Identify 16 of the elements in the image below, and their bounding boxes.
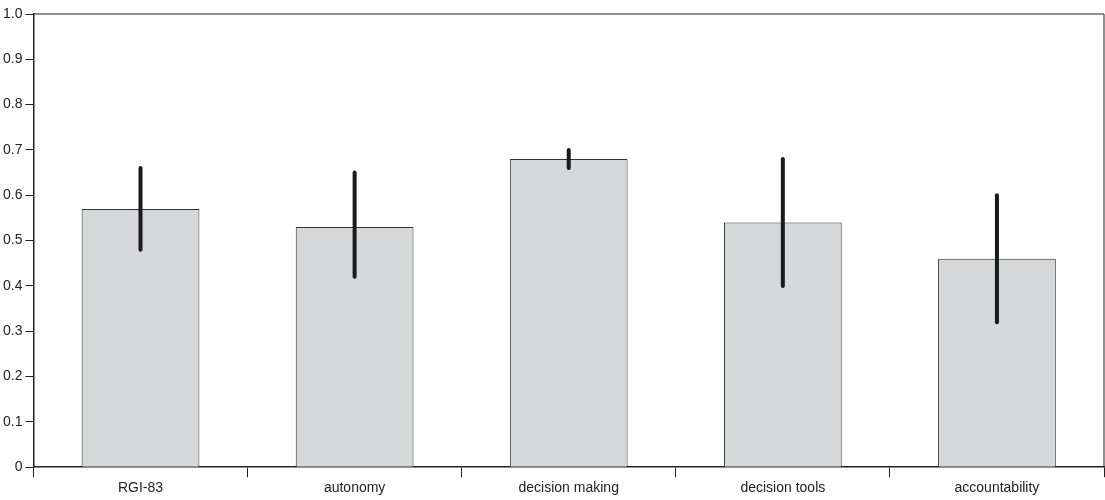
y-tick-label: 0.6 [2,186,23,203]
y-tick-label: 0.9 [2,50,23,67]
x-tick-label: decision making [518,479,619,496]
x-tick-label: decision tools [740,479,826,496]
y-tick-label: 0.7 [2,140,23,157]
x-tick-label: autonomy [323,479,386,496]
x-tick-label: accountability [954,479,1040,496]
y-tick-label: 1.0 [2,4,23,21]
y-tick-label: 0.3 [2,322,23,339]
y-tick-label: 0.8 [2,95,23,112]
y-tick-label: 0.2 [2,367,23,384]
y-tick-label: 0.1 [2,412,23,429]
y-tick-label: 0.5 [2,231,23,248]
x-tick-label: RGI-83 [117,479,164,496]
y-tick-label: 0 [14,458,23,475]
y-tick-label: 0.4 [2,276,23,293]
